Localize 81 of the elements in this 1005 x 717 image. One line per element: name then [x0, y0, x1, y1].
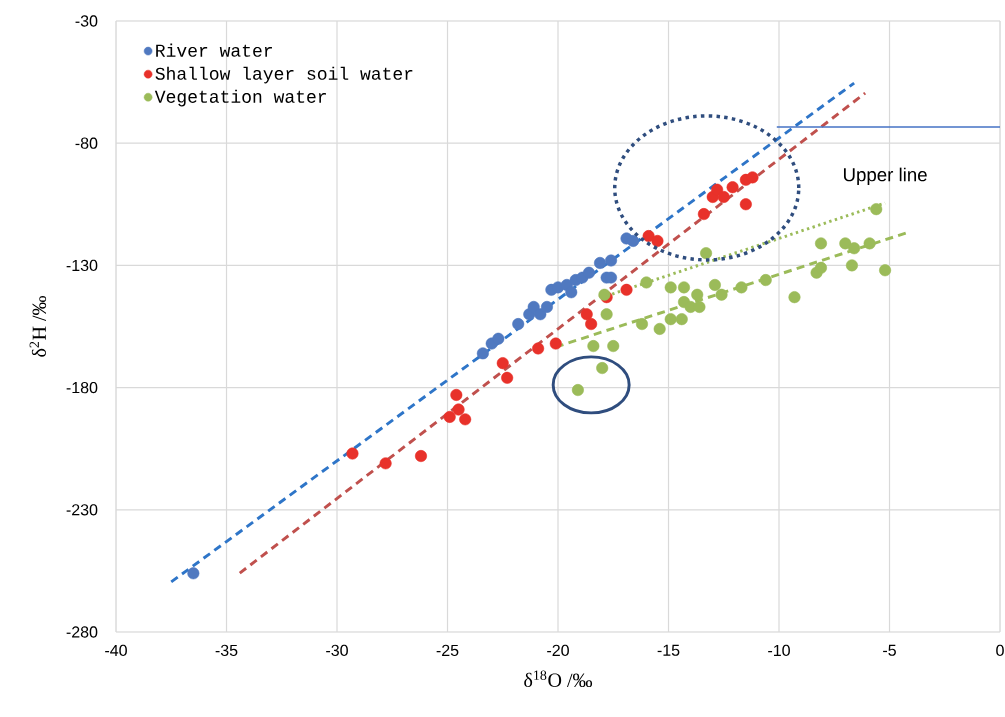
point: [534, 308, 547, 321]
point: [870, 203, 883, 216]
y-tick-label: -30: [75, 15, 98, 27]
y-tick-label: -180: [66, 381, 98, 394]
point: [512, 318, 525, 331]
point: [814, 237, 827, 250]
y-tick-label: -130: [66, 259, 98, 272]
point: [739, 198, 752, 211]
point: [700, 247, 713, 260]
point: [839, 237, 852, 250]
point: [582, 266, 595, 279]
x-tick-label: -15: [657, 644, 680, 656]
point: [640, 276, 653, 289]
y-tick-label: -230: [66, 504, 98, 516]
point: [711, 183, 724, 196]
point: [788, 291, 801, 304]
point: [540, 300, 553, 313]
point: [596, 362, 609, 375]
point: [414, 450, 427, 463]
point: [593, 256, 606, 269]
point: [697, 208, 710, 221]
x-axis-title: δ$^{18}$O /‰: [524, 670, 593, 688]
point: [675, 313, 688, 326]
point: [715, 288, 728, 301]
point: [735, 281, 748, 294]
point: [653, 322, 666, 335]
point: [691, 288, 704, 301]
point: [879, 264, 892, 277]
point: [607, 340, 620, 353]
point: [759, 274, 772, 287]
y-tick-label: -80: [75, 137, 98, 149]
point: [845, 259, 858, 272]
x-tick-label: 0: [996, 644, 1004, 657]
point: [664, 281, 677, 294]
point: [501, 371, 514, 384]
point: [532, 342, 545, 355]
x-tick-label: -25: [436, 644, 459, 657]
point: [452, 403, 465, 416]
x-tick-label: -30: [326, 644, 348, 657]
y-tick-label: -280: [66, 626, 98, 638]
legend-label: River water: [156, 43, 272, 57]
point: [585, 318, 598, 331]
point: [450, 388, 463, 401]
point: [863, 237, 876, 250]
point: [848, 242, 861, 255]
annotation: Upper line: [843, 167, 927, 186]
legend-label: Vegetation water: [154, 89, 326, 107]
x-tick-label: -5: [883, 644, 896, 656]
point: [346, 447, 359, 460]
y-axis-title: δ$^{2}$H /‰: [29, 295, 47, 357]
point: [620, 283, 633, 296]
point: [664, 313, 677, 326]
point: [726, 181, 739, 194]
point: [476, 347, 489, 360]
point: [708, 278, 721, 291]
point: [677, 281, 690, 294]
point: [443, 410, 456, 423]
x-tick-label: -20: [547, 644, 569, 657]
point: [635, 318, 648, 331]
point: [605, 254, 618, 267]
point: [492, 332, 505, 345]
point: [580, 308, 593, 321]
point: [571, 384, 584, 397]
point: [549, 337, 562, 350]
point: [600, 308, 613, 321]
point: [717, 190, 730, 203]
point: [746, 171, 759, 184]
point: [651, 234, 664, 247]
point: [587, 340, 600, 353]
point: [627, 234, 640, 247]
point: [642, 230, 655, 243]
point: [379, 457, 392, 470]
point: [814, 261, 827, 274]
point: [187, 567, 200, 580]
x-tick-label: -10: [768, 644, 790, 657]
x-tick-label: -35: [215, 644, 238, 657]
x-tick-label: -40: [105, 644, 127, 657]
point: [496, 357, 509, 370]
point: [459, 413, 472, 426]
point: [565, 286, 578, 299]
legend-label: Shallow layer soil water: [155, 66, 413, 84]
